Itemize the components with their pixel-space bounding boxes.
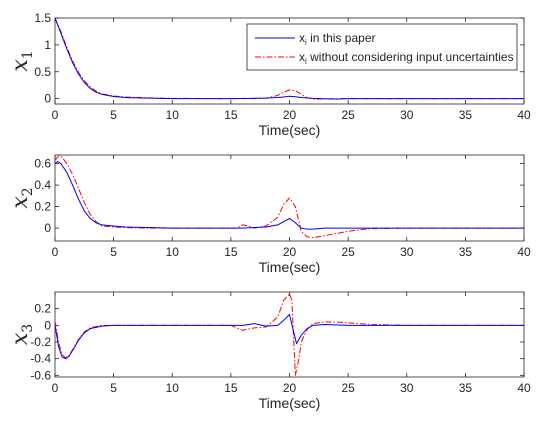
y-tick-label: 1.5 bbox=[34, 11, 51, 25]
x-tick-label: 35 bbox=[459, 108, 473, 122]
y-axis-label: x1 bbox=[8, 50, 36, 71]
y-axis-label-main: x bbox=[8, 332, 33, 345]
x-tick-label: 10 bbox=[166, 381, 180, 395]
x-tick-label: 25 bbox=[341, 245, 355, 259]
x-tick-label: 5 bbox=[110, 108, 117, 122]
legend-label-1: xi in this paper bbox=[299, 31, 376, 47]
x-tick-label: 40 bbox=[517, 381, 531, 395]
series-group bbox=[55, 155, 524, 239]
y-tick-label: 0 bbox=[44, 318, 51, 332]
x-tick-label: 15 bbox=[224, 381, 238, 395]
legend-label-subscript: i bbox=[305, 57, 307, 66]
y-tick-label: 0.6 bbox=[34, 157, 51, 171]
x-tick-label: 20 bbox=[283, 381, 297, 395]
axes-box bbox=[54, 291, 525, 378]
x-tick-label: 15 bbox=[224, 245, 238, 259]
y-tick-label: -0.6 bbox=[30, 368, 51, 382]
legend-label-prefix: x bbox=[299, 31, 305, 45]
series-group bbox=[55, 18, 524, 100]
subplot-3: 0 5 10 15 20 25 30 35 40 -0.6 -0.4 -0.2 0 0.2 Time(sec… bbox=[8, 291, 531, 411]
x-tick-label: 30 bbox=[400, 245, 414, 259]
y-axis-label-subscript: 1 bbox=[20, 50, 36, 59]
legend-label-subscript: i bbox=[305, 38, 307, 47]
y-tick-label: 0.5 bbox=[34, 65, 51, 79]
y-tick-label: 0 bbox=[44, 221, 51, 235]
x-tick-label: 10 bbox=[166, 108, 180, 122]
y-axis-label: x3 bbox=[8, 324, 36, 345]
y-tick-label: 0.4 bbox=[34, 178, 51, 192]
legend-label-text: without considering input uncertainties bbox=[307, 50, 514, 64]
x-tick-label: 5 bbox=[110, 245, 117, 259]
y-axis-label-main: x bbox=[8, 59, 33, 72]
legend-label-2: xi without considering input uncertainti… bbox=[299, 50, 514, 66]
x-tick-label: 35 bbox=[459, 245, 473, 259]
x-tick-label: 0 bbox=[52, 381, 59, 395]
series-group bbox=[55, 293, 524, 376]
y-axis-label-main: x bbox=[8, 196, 33, 209]
x-tick-label: 30 bbox=[400, 108, 414, 122]
series-line-this-paper bbox=[55, 160, 524, 230]
x-tick-label: 30 bbox=[400, 381, 414, 395]
x-tick-label: 10 bbox=[166, 245, 180, 259]
x-axis-label: Time(sec) bbox=[259, 122, 321, 138]
y-tick-label: -0.2 bbox=[30, 335, 51, 349]
x-tick-label: 15 bbox=[224, 108, 238, 122]
x-axis-label: Time(sec) bbox=[259, 259, 321, 275]
y-axis-label-subscript: 3 bbox=[20, 324, 36, 333]
legend-label-text: in this paper bbox=[307, 31, 376, 45]
x-tick-label: 0 bbox=[52, 245, 59, 259]
x-tick-label: 25 bbox=[341, 108, 355, 122]
y-tick-label: 0.2 bbox=[34, 302, 51, 316]
y-axis-label-subscript: 2 bbox=[20, 187, 36, 196]
series-line-this-paper bbox=[55, 18, 524, 100]
y-tick-label: 1 bbox=[44, 38, 51, 52]
series-line-without-uncertainties bbox=[55, 155, 524, 239]
legend-box bbox=[246, 23, 518, 71]
x-tick-label: 40 bbox=[517, 108, 531, 122]
y-tick-label: -0.4 bbox=[30, 352, 51, 366]
legend-label-prefix: x bbox=[299, 50, 305, 64]
x-tick-label: 40 bbox=[517, 245, 531, 259]
y-tick-label: 0 bbox=[44, 92, 51, 106]
x-axis-label: Time(sec) bbox=[259, 395, 321, 411]
x-tick-label: 25 bbox=[341, 381, 355, 395]
x-tick-label: 35 bbox=[459, 381, 473, 395]
y-axis-label: x2 bbox=[8, 187, 36, 208]
y-tick-label: 0.2 bbox=[34, 200, 51, 214]
series-line-this-paper bbox=[55, 314, 524, 360]
subplot-2: 0 5 10 15 20 25 30 35 40 0 0.2 0.4 0.6 Time(sec) x2 bbox=[8, 154, 531, 275]
x-tick-label: 0 bbox=[52, 108, 59, 122]
x-tick-label: 20 bbox=[283, 245, 297, 259]
x-tick-label: 20 bbox=[283, 108, 297, 122]
x-tick-label: 5 bbox=[110, 381, 117, 395]
